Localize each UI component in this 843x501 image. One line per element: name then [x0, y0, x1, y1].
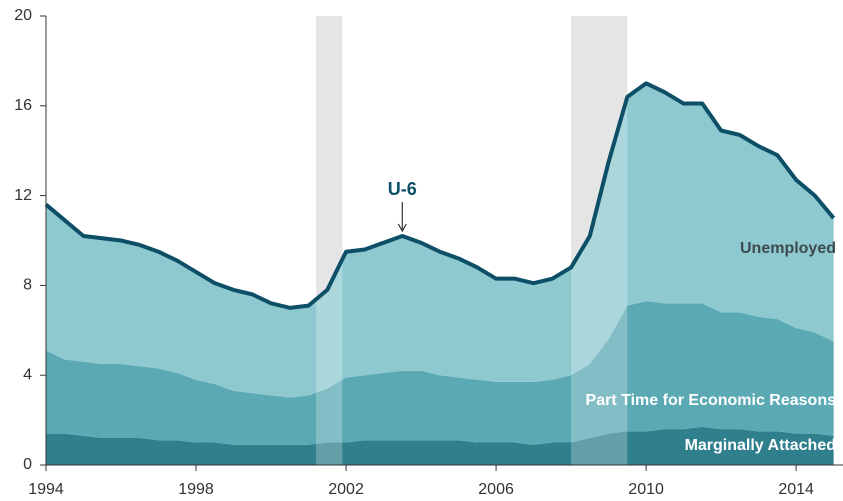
y-tick-label: 20 [14, 7, 32, 24]
x-tick-label: 2010 [628, 481, 664, 498]
annotation: U-6 [388, 179, 417, 199]
x-tick-label: 2002 [328, 481, 364, 498]
series-label: Part Time for Economic Reasons [586, 392, 837, 409]
x-tick-label: 1998 [178, 481, 214, 498]
area [46, 301, 834, 445]
series-label: Unemployed [740, 240, 836, 257]
recession-overlay [316, 16, 343, 465]
y-tick-label: 8 [23, 277, 32, 294]
x-tick-label: 1994 [28, 481, 64, 498]
y-tick-label: 0 [23, 456, 32, 473]
u6-line [44, 81, 836, 310]
recession-overlay [571, 16, 628, 465]
area [46, 426, 834, 465]
series-label: Marginally Attached [685, 437, 836, 454]
annotation-arrowhead [397, 223, 407, 233]
x-tick-label: 2006 [478, 481, 514, 498]
y-tick-label: 4 [23, 366, 32, 383]
area [46, 83, 834, 398]
x-tick-label: 2014 [778, 481, 814, 498]
y-tick-label: 16 [14, 97, 32, 114]
y-tick-label: 12 [14, 187, 32, 204]
